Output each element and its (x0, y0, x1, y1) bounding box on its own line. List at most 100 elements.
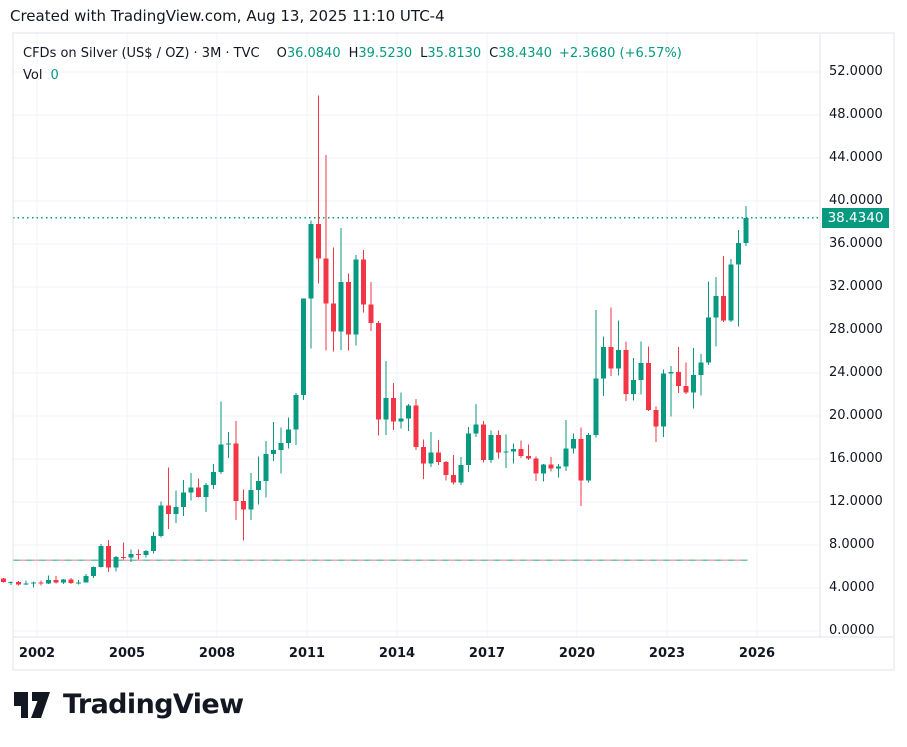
volume-value: 0 (50, 68, 59, 83)
candle-body (345, 281, 351, 335)
candle-body (135, 553, 141, 555)
candle-body (578, 439, 584, 481)
created-note: Created with TradingView.com, Aug 13, 20… (10, 7, 445, 25)
candle-body (180, 492, 186, 507)
candle-body (593, 378, 599, 436)
high-value: 39.5230 (358, 46, 413, 61)
candle-body (143, 550, 149, 555)
candle-body (728, 264, 734, 321)
candle-body (0, 578, 6, 582)
candle-body (495, 434, 501, 453)
candle-body (195, 487, 201, 498)
candle-body (270, 449, 276, 455)
candle-body (668, 371, 674, 374)
candle-body (255, 481, 261, 491)
candle-body (503, 451, 509, 453)
candle-body (285, 429, 291, 443)
candle-body (645, 362, 651, 411)
candle-body (570, 439, 576, 449)
tradingview-logo-link[interactable]: TradingView (14, 689, 244, 720)
candle-body (518, 449, 524, 457)
candle-body (585, 435, 591, 481)
low-value: 35.8130 (427, 46, 482, 61)
candle-body (608, 347, 614, 369)
candle-body (360, 259, 366, 305)
candle-body (323, 258, 329, 304)
candle-body (488, 434, 494, 461)
change-value: +2.3680 (+6.57%) (559, 46, 682, 61)
candle-body (623, 350, 629, 394)
candle-body (743, 217, 749, 244)
chart-legend: CFDs on Silver (US$ / OZ) · 3M · TVC O36.… (23, 46, 682, 61)
candle-body (203, 484, 209, 498)
candle-body (45, 579, 51, 584)
candle-body (375, 323, 381, 420)
candle-body (225, 443, 231, 445)
candle-body (683, 386, 689, 393)
candle-body (83, 575, 89, 583)
candle-body (128, 553, 134, 558)
candle-body (338, 281, 344, 332)
candle-body (533, 458, 539, 474)
candle-body (615, 350, 621, 369)
candle-body (68, 579, 74, 584)
candle-body (233, 443, 239, 501)
candle-body (443, 462, 449, 475)
candle-body (473, 424, 479, 434)
candle-body (90, 566, 96, 576)
candle-body (405, 405, 411, 419)
candle-body (660, 373, 666, 427)
high-label: H (348, 46, 359, 61)
candle-body (705, 317, 711, 363)
panel-border (12, 32, 895, 671)
volume-label: Vol (23, 68, 43, 83)
candle-body (150, 536, 156, 551)
candle-body (165, 505, 171, 515)
candle-body (173, 506, 179, 515)
candle-body (315, 223, 321, 259)
candle-body (8, 581, 14, 584)
symbol-title[interactable]: CFDs on Silver (US$ / OZ) · 3M · TVC (23, 46, 260, 61)
candle-body (120, 557, 126, 559)
candle-body (398, 418, 404, 422)
candle-body (525, 456, 531, 459)
candle-body (600, 347, 606, 379)
volume-row: Vol 0 (23, 68, 59, 83)
candle-body (263, 454, 269, 482)
candle-body (653, 410, 659, 427)
candle-body (188, 487, 194, 493)
candle-body (113, 557, 119, 568)
candle-body (38, 582, 44, 584)
candle-body (420, 447, 426, 464)
candle-body (23, 583, 29, 585)
candle-body (278, 442, 284, 450)
candle-body (458, 464, 464, 483)
candle-body (555, 466, 561, 469)
candle-body (210, 471, 216, 485)
candle-body (675, 371, 681, 387)
candle-body (60, 579, 66, 583)
candle-body (105, 545, 111, 568)
close-value: 38.4340 (498, 46, 553, 61)
candle-body (293, 394, 299, 430)
candle-body (435, 452, 441, 463)
candle-body (720, 296, 726, 321)
candle-body (465, 433, 471, 465)
candle-body (630, 379, 636, 394)
last-price-badge[interactable]: 38.4340 (822, 208, 889, 228)
candle-body (308, 223, 314, 299)
candle-body (330, 303, 336, 332)
tradingview-wordmark: TradingView (63, 689, 244, 720)
low-label: L (420, 46, 428, 61)
candle-body (690, 375, 696, 393)
candle-body (510, 449, 516, 452)
candle-body (218, 444, 224, 472)
tradingview-icon (14, 691, 50, 718)
candle-body (735, 243, 741, 265)
candle-body (368, 304, 374, 324)
candle-body (563, 448, 569, 467)
candle-body (413, 405, 419, 448)
candle-body (383, 397, 389, 420)
